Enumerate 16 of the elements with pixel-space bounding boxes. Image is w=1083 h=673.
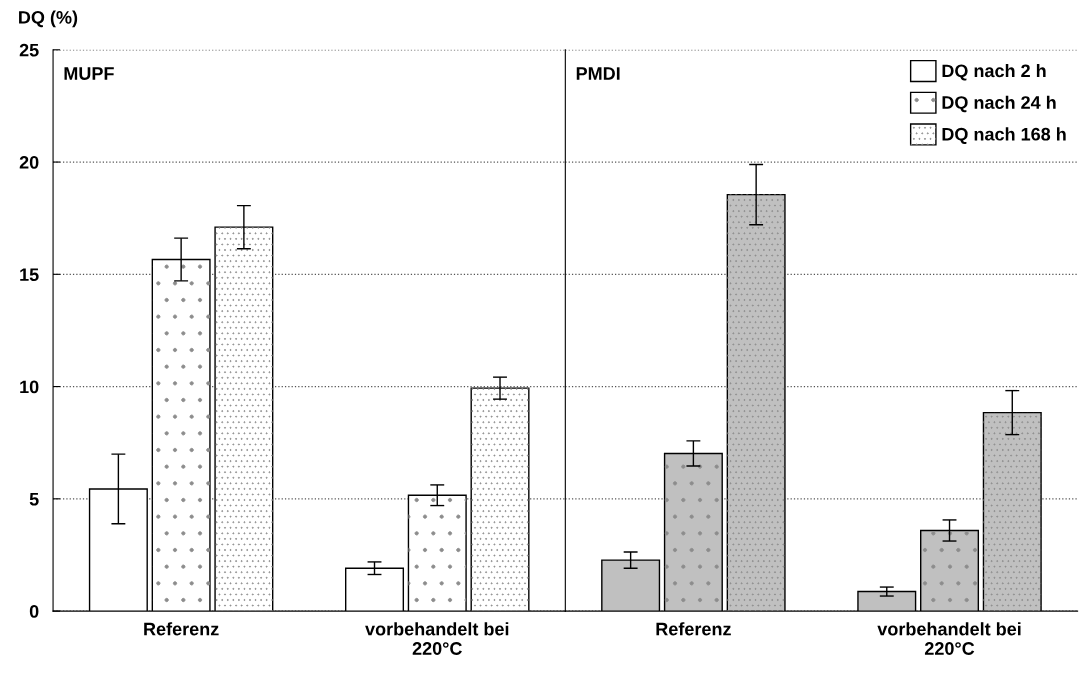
- legend-label: DQ nach 24 h: [942, 95, 1056, 113]
- y-axis-title: DQ (%): [19, 10, 78, 28]
- annotation: MUPF: [64, 67, 114, 80]
- y-tick-label: 0: [29, 605, 39, 618]
- x-tick-label: vorbehandelt bei 220°C: [877, 622, 1021, 655]
- y-tick-label: 5: [29, 492, 39, 506]
- y-tick-label: 15: [20, 268, 39, 282]
- y-tick-label: 25: [19, 43, 39, 57]
- x-tick-label: Referenz: [656, 622, 731, 636]
- y-tick-label: 10: [20, 380, 39, 394]
- x-tick-label: vorbehandelt bei 220°C: [365, 622, 509, 655]
- legend-label: DQ nach 168 h: [942, 127, 1066, 144]
- y-tick-label: 20: [19, 155, 39, 169]
- annotation: PMDI: [576, 67, 620, 80]
- x-tick-label: Referenz: [144, 622, 219, 636]
- legend-label: DQ nach 2 h: [942, 63, 1046, 81]
